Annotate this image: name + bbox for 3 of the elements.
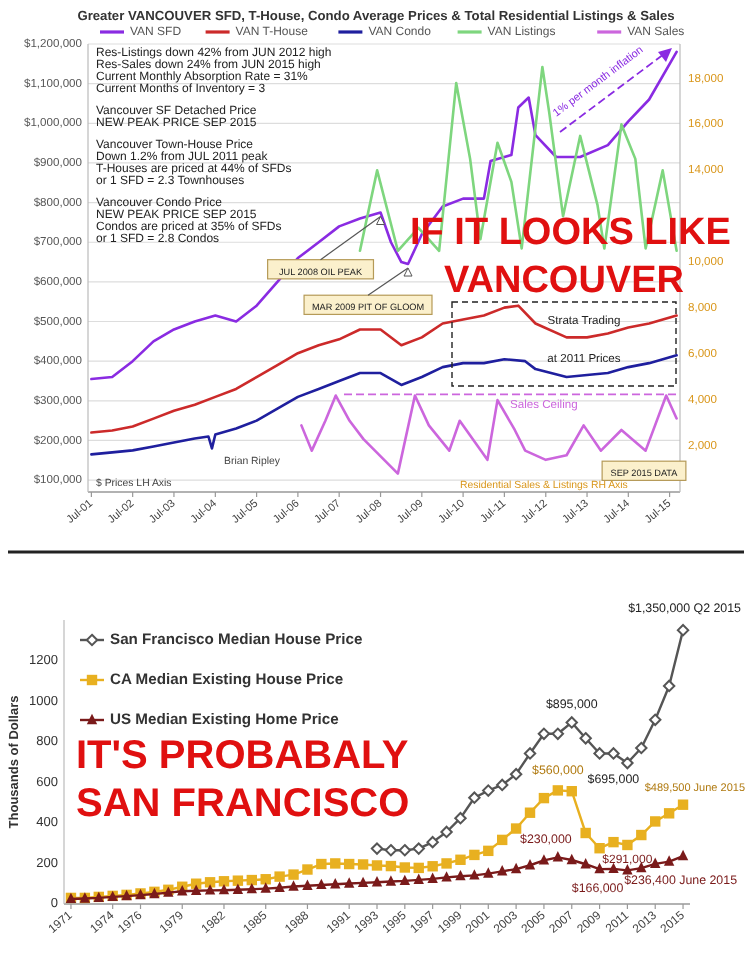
annotation: VANCOUVER bbox=[444, 260, 685, 302]
annotation: IT'S PROBABALY bbox=[76, 734, 410, 778]
annotation: SAN FRANCISCO bbox=[76, 782, 410, 826]
